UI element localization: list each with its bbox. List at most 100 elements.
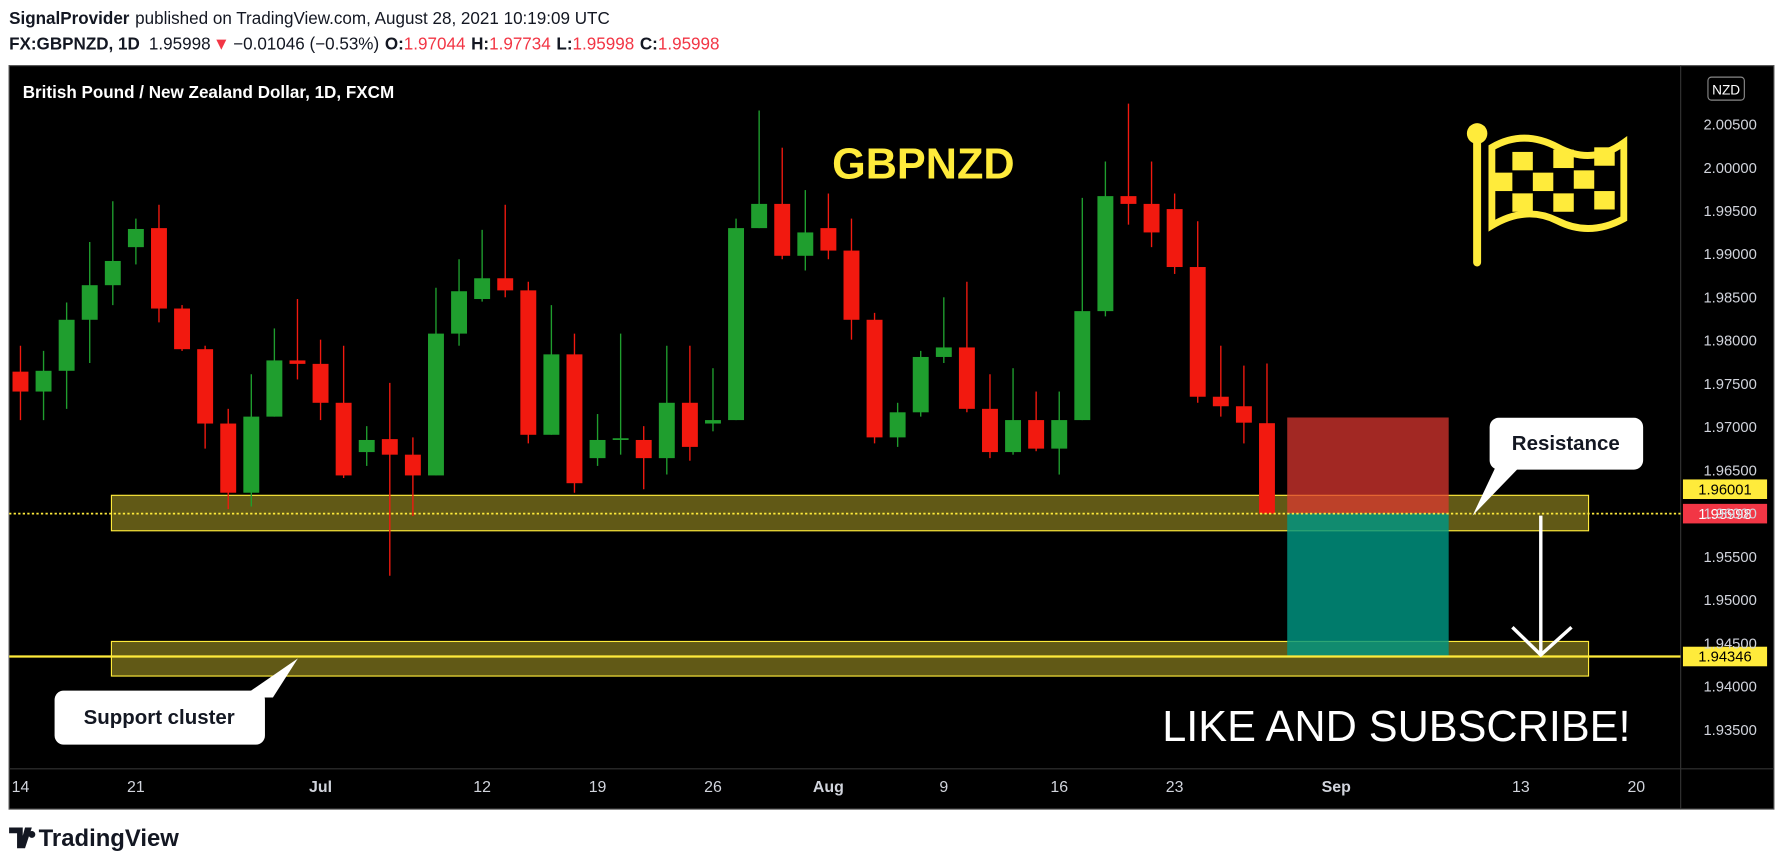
x-tick-label: 12 — [473, 779, 491, 796]
candle-body — [404, 454, 421, 476]
high-value: 1.97734 — [489, 33, 551, 53]
last-price: 1.95998 — [149, 33, 211, 53]
candle-body — [1235, 406, 1252, 423]
flag-icon — [1466, 123, 1628, 267]
open-value: 1.97044 — [404, 33, 466, 53]
candle-body — [889, 412, 906, 438]
currency-badge: NZD — [1707, 76, 1745, 101]
candle-body — [1189, 267, 1206, 397]
candle-body — [497, 278, 514, 291]
candle-body — [104, 260, 121, 286]
candle-body — [81, 285, 98, 320]
price-badge-label: 1.94346 — [1698, 650, 1751, 666]
candle-body — [774, 203, 791, 256]
candle-body — [681, 402, 698, 447]
open-label: O: — [385, 33, 404, 53]
candle-body — [1166, 209, 1183, 268]
x-tick-label: Sep — [1322, 779, 1351, 796]
x-tick-label: 13 — [1512, 779, 1530, 796]
candle-body — [705, 420, 721, 424]
candle-body — [428, 333, 444, 476]
y-tick-label: 1.94500 — [1703, 636, 1756, 652]
currency: NZD — [1712, 82, 1740, 97]
candle-body — [935, 347, 952, 357]
x-tick-label: 20 — [1627, 779, 1645, 796]
candle-body — [520, 290, 537, 435]
last-price-badge-label: 1.95998 — [1698, 507, 1751, 523]
published: published on TradingView.com, August 28,… — [135, 8, 610, 28]
chart-title: GBPNZD — [832, 140, 1014, 188]
call-to-action: LIKE AND SUBSCRIBE! — [1162, 703, 1630, 751]
x-tick-label: 21 — [127, 779, 145, 796]
low-label: L: — [556, 33, 572, 53]
candle-body — [658, 402, 675, 459]
target-area — [1287, 513, 1449, 657]
y-tick-label: 1.97500 — [1703, 377, 1756, 393]
candle-body — [381, 439, 398, 455]
candle-body — [474, 278, 491, 300]
footer-logo: TradingView — [9, 825, 179, 852]
candle-body — [751, 203, 768, 229]
x-tick-label: Aug — [813, 779, 844, 796]
stop-area — [1287, 417, 1449, 514]
candle-body — [612, 438, 629, 440]
legend-text: British Pound / New Zealand Dollar, 1D, … — [23, 82, 394, 102]
candle-body — [1005, 420, 1022, 453]
candle-body — [1212, 396, 1229, 407]
last-price-badge — [1682, 503, 1768, 524]
candle-body — [1120, 196, 1137, 204]
candle-body — [127, 228, 144, 248]
down-arrow — [1511, 515, 1573, 658]
candle-body — [958, 347, 975, 409]
candle-body — [312, 363, 329, 403]
header-line-2: FX:GBPNZD, 1D 1.95998 ▼ −0.01046 (−0.53%) O:… — [9, 33, 719, 53]
candle-body — [1074, 311, 1091, 421]
candle-body — [1028, 420, 1045, 449]
y-tick-label: 2.00000 — [1703, 161, 1756, 177]
entry-badge-label: 1.96001 — [1698, 482, 1751, 498]
candle-body — [358, 439, 375, 453]
close-value: 1.95998 — [658, 33, 720, 53]
candle-body — [566, 354, 583, 484]
y-tick-label: 1.95000 — [1703, 593, 1756, 609]
candle-body — [982, 408, 998, 453]
header-line-1: SignalProvider published on TradingView.c… — [9, 8, 610, 28]
candle-body — [1143, 203, 1160, 233]
y-tick-label: 1.93500 — [1703, 723, 1756, 739]
y-tick-label: 1.96000 — [1703, 507, 1756, 523]
symbol: FX:GBPNZD, 1D — [9, 33, 140, 53]
y-tick-label: 1.98000 — [1703, 334, 1756, 350]
candle-body — [635, 439, 652, 459]
candle-body — [728, 228, 745, 421]
x-tick-label: 23 — [1166, 779, 1184, 796]
high-label: H: — [471, 33, 489, 53]
entry-badge — [1682, 479, 1768, 500]
candle-body — [151, 228, 167, 309]
candle-body — [451, 291, 468, 334]
candle-body — [912, 356, 929, 413]
resistance-callout: Resistance — [1472, 417, 1644, 516]
author: SignalProvider — [9, 8, 130, 28]
candle-body — [820, 228, 837, 251]
change-arrow: ▼ — [213, 33, 230, 53]
candle-body — [335, 402, 352, 476]
close-label: C: — [640, 33, 658, 53]
overlay: 1.94346 1.95998 1.96001 — [1682, 479, 1768, 667]
low-value: 1.95998 — [573, 33, 635, 53]
price-badge — [1682, 646, 1768, 667]
x-tick-label: 26 — [704, 779, 722, 796]
brand: TradingView — [39, 825, 179, 852]
candle-body — [543, 354, 560, 435]
x-tick-label: 19 — [589, 779, 607, 796]
candle-body — [266, 360, 283, 417]
candle-body — [1259, 423, 1275, 514]
candle-body — [35, 370, 52, 392]
support-callout: Support cluster — [54, 658, 298, 745]
y-tick-label: 1.98500 — [1703, 290, 1756, 306]
plot-area — [9, 103, 1681, 677]
candle-body — [843, 250, 860, 320]
y-tick-label: 1.97000 — [1703, 420, 1756, 436]
candle-body — [220, 423, 237, 493]
